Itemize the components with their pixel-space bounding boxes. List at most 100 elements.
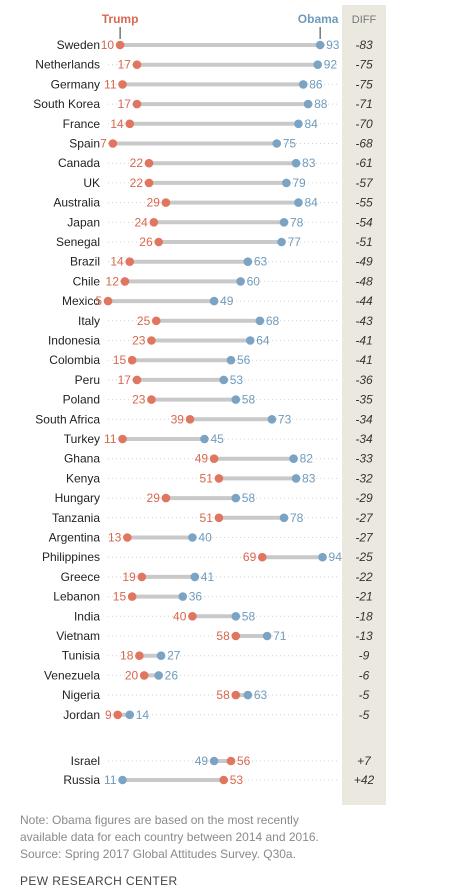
- trump-dot-uk: [144, 178, 154, 188]
- obama-value-uk: 79: [292, 176, 306, 190]
- country-label-indonesia: Indonesia: [48, 334, 100, 348]
- country-label-vietnam: Vietnam: [56, 629, 100, 643]
- trump-dot-south-africa: [185, 415, 195, 424]
- trump-value-argentina: 13: [108, 531, 122, 545]
- trump-value-canada: 22: [130, 156, 144, 170]
- country-label-jordan: Jordan: [63, 708, 100, 722]
- diff-value-jordan: -5: [359, 708, 370, 722]
- country-label-canada: Canada: [58, 156, 100, 170]
- obama-dot-netherlands: [313, 60, 323, 69]
- obama-value-india: 58: [242, 609, 256, 623]
- trump-value-russia: 53: [230, 773, 244, 787]
- country-label-lebanon: Lebanon: [53, 590, 100, 604]
- trump-value-philippines: 69: [243, 550, 257, 564]
- trump-value-uk: 22: [130, 176, 144, 190]
- diff-value-india: -18: [355, 609, 373, 623]
- trump-dot-russia: [219, 775, 229, 785]
- trump-value-germany: 11: [104, 77, 117, 91]
- obama-value-spain: 75: [283, 137, 297, 151]
- diff-value-uk: -57: [355, 176, 374, 190]
- diff-value-sweden: -83: [355, 38, 373, 52]
- obama-dot-vietnam: [262, 631, 272, 641]
- diff-value-italy: -43: [355, 314, 373, 328]
- country-label-peru: Peru: [75, 373, 100, 387]
- trump-dot-south-korea: [132, 99, 142, 109]
- obama-dot-brazil: [243, 257, 253, 267]
- trump-value-spain: 7: [100, 137, 107, 151]
- obama-dot-south-korea: [303, 99, 313, 109]
- trump-value-south-africa: 39: [171, 412, 185, 426]
- trump-dot-israel: [226, 756, 236, 766]
- trump-value-south-korea: 17: [118, 97, 132, 111]
- trump-value-israel: 56: [237, 754, 251, 768]
- trump-value-australia: 29: [147, 196, 161, 210]
- country-label-colombia: Colombia: [49, 353, 100, 367]
- trump-dot-peru: [132, 375, 142, 385]
- country-label-israel: Israel: [71, 754, 100, 768]
- trump-value-colombia: 15: [113, 353, 127, 367]
- trump-dot-senegal: [154, 237, 163, 247]
- country-label-brazil: Brazil: [70, 255, 100, 269]
- obama-value-venezuela: 26: [165, 668, 179, 682]
- trump-dot-tanzania: [214, 513, 224, 523]
- obama-value-colombia: 56: [237, 353, 251, 367]
- diff-value-netherlands: -75: [355, 58, 373, 72]
- trump-dot-colombia: [127, 355, 137, 365]
- diff-value-russia: +42: [354, 773, 375, 787]
- obama-value-germany: 86: [309, 77, 323, 91]
- diff-value-tunisia: -9: [359, 649, 370, 663]
- obama-dot-lebanon: [178, 592, 188, 601]
- diff-value-greece: -22: [355, 570, 373, 584]
- obama-value-lebanon: 36: [189, 590, 203, 604]
- trump-value-india: 40: [173, 609, 187, 623]
- obama-value-jordan: 14: [136, 708, 150, 722]
- obama-dot-venezuela: [154, 671, 163, 680]
- trump-value-turkey: 11: [104, 432, 117, 446]
- diff-value-south-africa: -34: [355, 412, 373, 426]
- obama-value-chile: 60: [247, 274, 261, 288]
- obama-value-sweden: 93: [326, 38, 340, 52]
- obama-dot-mexico: [209, 296, 219, 306]
- obama-value-kenya: 83: [302, 471, 316, 485]
- trump-value-sweden: 10: [101, 38, 115, 52]
- diff-value-nigeria: -5: [359, 688, 370, 702]
- obama-value-tanzania: 78: [290, 511, 304, 525]
- country-label-tanzania: Tanzania: [52, 511, 100, 525]
- obama-dot-tunisia: [156, 651, 166, 660]
- obama-value-indonesia: 64: [256, 334, 270, 348]
- trump-dot-germany: [118, 80, 127, 89]
- trump-value-france: 14: [110, 117, 124, 131]
- trump-dot-philippines: [257, 552, 267, 562]
- obama-dot-poland: [231, 395, 241, 404]
- obama-value-israel: 49: [195, 754, 209, 768]
- trump-value-japan: 24: [134, 215, 148, 229]
- country-label-mexico: Mexico: [62, 294, 100, 308]
- diff-value-japan: -54: [355, 215, 373, 229]
- obama-dot-jordan: [125, 710, 135, 720]
- country-label-ghana: Ghana: [64, 452, 100, 466]
- obama-dot-germany: [298, 80, 308, 89]
- trump-dot-france: [125, 119, 135, 129]
- obama-value-greece: 41: [201, 570, 215, 584]
- note-line-2: available data for each country between …: [20, 830, 319, 844]
- obama-value-mexico: 49: [220, 294, 234, 308]
- diff-value-vietnam: -13: [355, 629, 373, 643]
- obama-dot-senegal: [277, 237, 286, 247]
- trump-dot-indonesia: [147, 336, 156, 345]
- trump-value-indonesia: 23: [132, 334, 146, 348]
- obama-dot-japan: [279, 218, 289, 227]
- trump-value-chile: 12: [106, 274, 120, 288]
- obama-dot-canada: [291, 158, 301, 168]
- country-label-venezuela: Venezuela: [44, 668, 100, 682]
- legend-obama-label: Obama: [298, 12, 339, 26]
- diff-value-israel: +7: [357, 754, 372, 768]
- country-label-senegal: Senegal: [56, 235, 100, 249]
- obama-dot-turkey: [200, 434, 209, 444]
- obama-dot-tanzania: [279, 513, 289, 523]
- diff-value-ghana: -33: [355, 452, 373, 466]
- country-label-russia: Russia: [63, 773, 100, 787]
- country-label-spain: Spain: [69, 137, 100, 151]
- diff-value-brazil: -49: [355, 255, 373, 269]
- obama-dot-ghana: [289, 454, 298, 464]
- trump-dot-lebanon: [127, 592, 137, 601]
